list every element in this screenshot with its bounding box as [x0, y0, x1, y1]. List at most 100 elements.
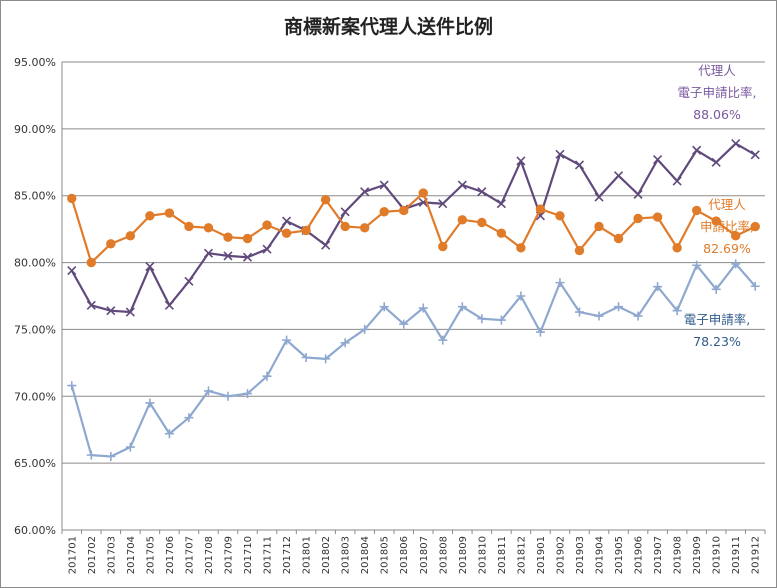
annotation-text: 78.23%	[693, 334, 741, 349]
series-layer	[67, 139, 760, 461]
data-point	[125, 442, 135, 452]
data-point	[418, 303, 428, 313]
data-point	[184, 221, 194, 232]
data-point	[86, 300, 96, 310]
x-tick-label: 201911	[731, 536, 742, 574]
data-point	[594, 192, 604, 202]
data-point	[633, 311, 643, 321]
x-tick-label: 201909	[692, 536, 703, 574]
data-point	[184, 413, 194, 423]
data-point	[692, 145, 702, 155]
data-point	[633, 213, 643, 224]
data-point	[711, 284, 721, 294]
data-point	[614, 302, 624, 312]
x-tick-label: 201707	[184, 536, 195, 574]
data-point	[613, 233, 624, 244]
data-point	[106, 451, 116, 461]
x-tick-label: 201903	[575, 536, 586, 574]
y-tick-label: 65.00%	[14, 457, 56, 470]
data-point	[750, 150, 760, 160]
data-point	[262, 244, 272, 254]
data-point	[555, 278, 565, 288]
data-point	[633, 189, 643, 199]
data-point	[360, 187, 370, 197]
data-point	[360, 324, 370, 334]
x-tick-label: 201807	[419, 536, 430, 574]
data-point	[457, 302, 467, 312]
data-point	[496, 199, 506, 209]
data-point	[145, 211, 155, 221]
data-point	[164, 300, 174, 310]
annotation-3: 電子申請率, 78.23%	[684, 312, 750, 349]
data-point	[691, 205, 702, 216]
x-tick-label: 201808	[438, 536, 449, 574]
x-tick-label: 201711	[263, 536, 274, 574]
x-tick-label: 201801	[302, 536, 313, 574]
series-line	[70, 142, 756, 314]
x-tick-label: 201810	[477, 536, 488, 574]
x-tick-label: 201702	[87, 536, 98, 574]
data-point	[242, 233, 253, 244]
x-tick-label: 201703	[106, 536, 117, 574]
data-point	[535, 327, 545, 337]
y-tick-label: 95.00%	[14, 56, 56, 69]
data-point	[67, 193, 77, 204]
y-tick-label: 80.00%	[14, 257, 56, 270]
data-point	[711, 157, 721, 167]
annotation-text: 88.06%	[693, 107, 741, 122]
data-point	[203, 386, 213, 396]
data-point	[750, 281, 760, 291]
x-tick-label: 201908	[673, 536, 684, 574]
data-point	[379, 180, 389, 190]
x-tick-label: 201902	[555, 536, 566, 574]
data-point	[477, 187, 487, 197]
data-point	[399, 319, 409, 329]
data-point	[457, 180, 467, 190]
data-point	[125, 307, 135, 317]
x-tick-label: 201806	[399, 536, 410, 574]
data-point	[672, 243, 682, 253]
y-tick-label: 70.00%	[14, 390, 56, 403]
x-tick-label: 201907	[653, 536, 664, 574]
data-point	[692, 260, 702, 270]
data-point	[320, 195, 331, 205]
data-point	[67, 266, 77, 276]
data-point	[262, 220, 272, 230]
data-point	[203, 223, 214, 233]
data-point	[438, 241, 448, 252]
x-tick-label: 201811	[497, 536, 508, 574]
data-point	[653, 155, 663, 165]
data-point	[340, 221, 350, 232]
annotation-text: 電子申請率,	[684, 312, 750, 327]
data-point	[223, 232, 233, 242]
x-tick-label: 201905	[614, 536, 625, 574]
x-tick-label: 201709	[223, 536, 234, 574]
data-point	[418, 188, 428, 198]
x-tick-label: 201705	[145, 536, 156, 574]
x-tick-label: 201906	[634, 536, 645, 574]
data-point	[731, 139, 741, 149]
data-point	[301, 225, 311, 236]
data-point	[106, 239, 116, 249]
data-point	[340, 338, 350, 348]
data-point	[340, 207, 350, 217]
data-point	[711, 216, 721, 226]
data-point	[672, 306, 682, 316]
data-point	[145, 262, 155, 272]
data-point	[184, 276, 194, 286]
data-point	[379, 302, 389, 312]
x-tick-label: 201701	[67, 536, 78, 574]
data-point	[321, 240, 331, 250]
data-point	[438, 335, 448, 345]
series-line	[70, 262, 757, 458]
x-tick-label: 201708	[204, 536, 215, 574]
data-point	[516, 243, 526, 253]
data-point	[282, 216, 292, 226]
data-point	[242, 252, 253, 262]
data-point	[399, 205, 409, 216]
data-point	[750, 221, 760, 232]
annotation-text: 代理人	[698, 63, 736, 78]
data-point	[477, 217, 487, 228]
